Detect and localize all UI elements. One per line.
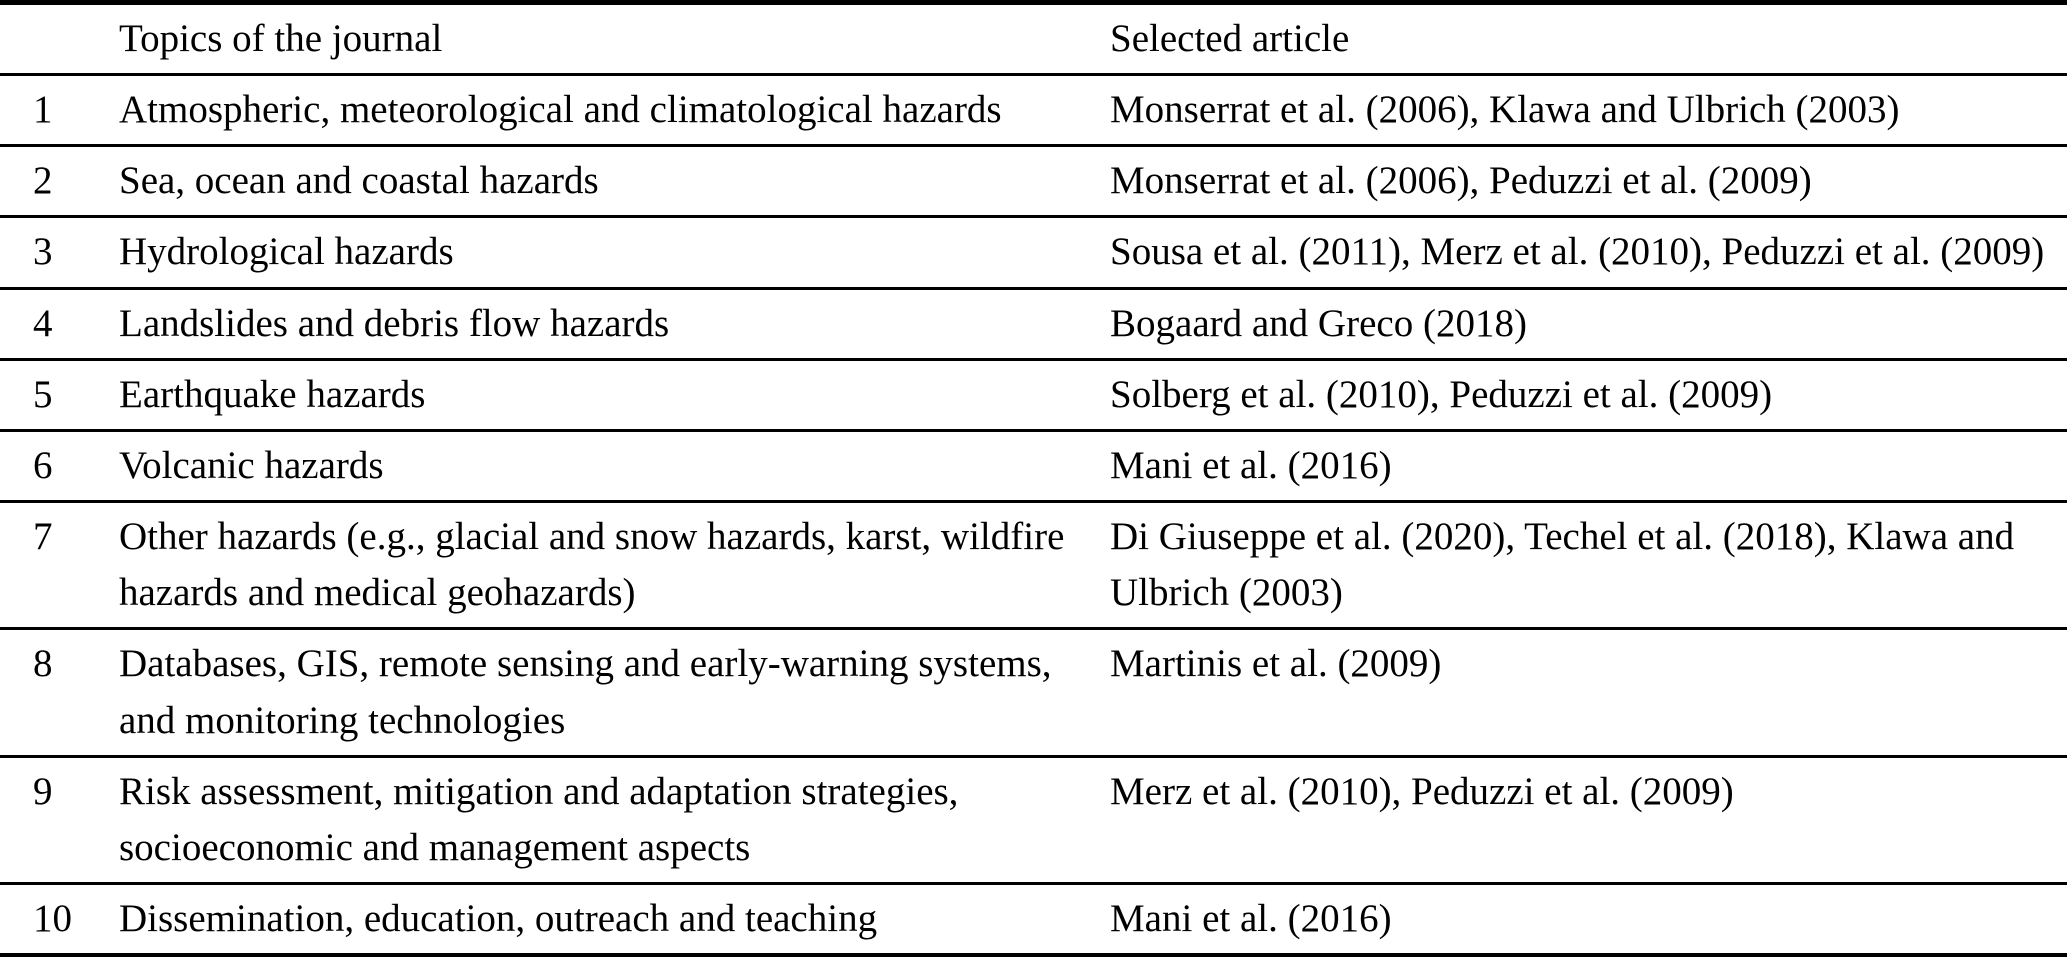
article-cell: Sousa et al. (2011), Merz et al. (2010),… (1110, 230, 2045, 274)
topic-cell: Hydrological hazards (119, 230, 454, 274)
article-cell: Monserrat et al. (2006), Klawa and Ulbri… (1110, 88, 1900, 132)
article-cell: Mani et al. (2016) (1110, 443, 1392, 487)
row-number: 8 (33, 642, 53, 686)
table-row: 2 Sea, ocean and coastal hazards Monserr… (0, 146, 2067, 217)
topic-cell: Databases, GIS, remote sensing and early… (119, 642, 1052, 742)
row-number: 4 (33, 301, 53, 345)
table-row: 4 Landslides and debris flow hazards Bog… (0, 288, 2067, 360)
article-cell: Di Giuseppe et al. (2020), Techel et al.… (1110, 515, 2015, 615)
article-cell: Merz et al. (2010), Peduzzi et al. (2009… (1110, 769, 1734, 813)
table-row: 10 Dissemination, education, outreach an… (0, 884, 2067, 956)
article-cell: Solberg et al. (2010), Peduzzi et al. (2… (1110, 372, 1773, 416)
table-row: 8 Databases, GIS, remote sensing and ear… (0, 629, 2067, 757)
row-number: 6 (33, 443, 53, 487)
topic-cell: Volcanic hazards (119, 443, 384, 487)
table-row: 6 Volcanic hazards Mani et al. (2016) (0, 430, 2067, 502)
topic-cell: Landslides and debris flow hazards (119, 301, 670, 345)
row-number: 9 (33, 769, 53, 813)
table-row: 3 Hydrological hazards Sousa et al. (201… (0, 217, 2067, 289)
table-row: 5 Earthquake hazards Solberg et al. (201… (0, 359, 2067, 431)
topic-cell: Atmospheric, meteorological and climatol… (119, 88, 1002, 132)
topic-cell: Other hazards (e.g., glacial and snow ha… (119, 515, 1065, 615)
topic-cell: Earthquake hazards (119, 372, 426, 416)
topic-cell: Dissemination, education, outreach and t… (119, 897, 878, 941)
header-topics-of-the-journal: Topics of the journal (119, 17, 443, 60)
row-number: 3 (33, 230, 53, 274)
table-header-row: Topics of the journal Selected article (0, 3, 2067, 75)
article-cell: Bogaard and Greco (2018) (1110, 301, 1527, 345)
row-number: 5 (33, 372, 53, 416)
header-selected-article: Selected article (1110, 17, 1350, 60)
row-number: 2 (33, 159, 53, 203)
topic-cell: Risk assessment, mitigation and adaptati… (119, 769, 959, 869)
row-number: 7 (33, 515, 53, 559)
article-cell: Martinis et al. (2009) (1110, 642, 1442, 686)
row-number: 10 (33, 897, 72, 941)
row-number: 1 (33, 88, 53, 132)
table-row: 7 Other hazards (e.g., glacial and snow … (0, 502, 2067, 629)
article-cell: Mani et al. (2016) (1110, 897, 1392, 941)
article-cell: Monserrat et al. (2006), Peduzzi et al. … (1110, 159, 1812, 203)
table-row: 9 Risk assessment, mitigation and adapta… (0, 756, 2067, 884)
topic-cell: Sea, ocean and coastal hazards (119, 159, 599, 203)
table-row: 1 Atmospheric, meteorological and climat… (0, 75, 2067, 146)
header-number-column (0, 3, 118, 75)
